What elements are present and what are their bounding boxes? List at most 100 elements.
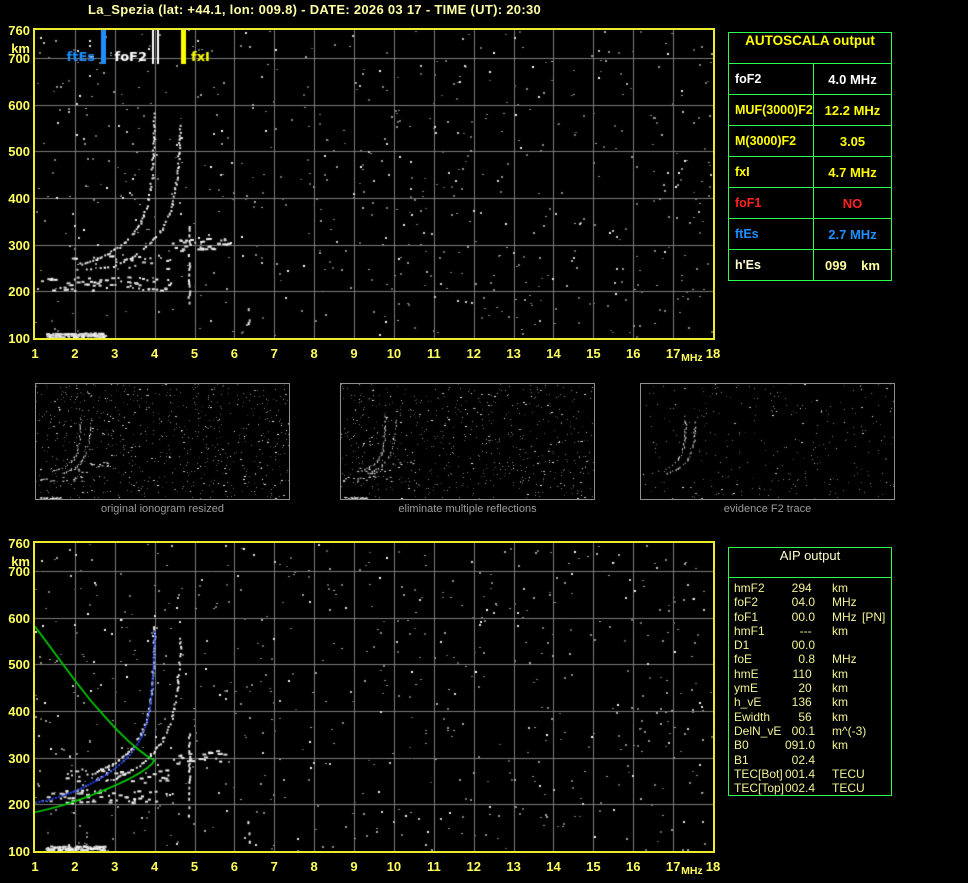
- autoscala-row: M(3000)F2 3.05: [729, 125, 891, 156]
- autoscala-row: MUF(3000)F2 12.2 MHz: [729, 94, 891, 125]
- x-axis-tick-label: 5: [190, 346, 199, 361]
- autoscala-row: h'Es 099 km: [729, 249, 891, 280]
- aip-table-body: hmF2 294 km foF2 04.0 MHz foF1 00.0 MHz [PN] hmF1…: [729, 578, 891, 795]
- autoscala-row-value: 4.0 MHz: [813, 64, 891, 94]
- y-axis-tick-label: 760: [8, 536, 30, 551]
- thumbnail-original-canvas: [36, 384, 289, 499]
- thumbnail-caption-original: original ionogram resized: [101, 503, 224, 515]
- aip-row-unit: TECU: [832, 781, 865, 796]
- x-axis-tick-label: 14: [546, 346, 561, 361]
- x-axis-tick-label: 6: [230, 859, 239, 874]
- x-axis-tick-label: 1: [31, 346, 39, 361]
- aip-row-label: foF2: [734, 595, 759, 610]
- y-axis-tick-label: 700: [8, 564, 30, 579]
- aip-row: TEC[Top] 002.4 TECU: [729, 781, 891, 795]
- aip-row: foF2 04.0 MHz: [729, 595, 891, 609]
- aip-row: B0 091.0 km: [729, 738, 891, 752]
- y-axis-tick-label: 760: [8, 23, 30, 38]
- x-axis-tick-label: 13: [506, 859, 521, 874]
- y-axis-tick-label: 400: [8, 191, 30, 206]
- aip-row-note: [PN]: [862, 609, 886, 624]
- y-axis-tick-label: 100: [8, 331, 30, 346]
- aip-row: DelN_vE 00.1 m^(-3): [729, 724, 891, 738]
- aip-row-value: 00.0: [791, 609, 815, 624]
- aip-row-value: 00.1: [791, 723, 815, 738]
- y-axis-tick-label: 200: [8, 797, 30, 813]
- aip-row-unit: km: [832, 738, 848, 753]
- autoscala-row-value: 2.7 MHz: [813, 219, 891, 249]
- autoscala-row: foF1 NO: [729, 187, 891, 218]
- aip-row-value: 20: [798, 681, 815, 696]
- aip-row-label: hmF2: [734, 581, 765, 595]
- autoscala-row: fxI 4.7 MHz: [729, 156, 891, 187]
- y-axis-tick-label: 300: [8, 237, 30, 253]
- y-axis-unit-label: km: [11, 41, 30, 56]
- autoscala-row-value: 4.7 MHz: [813, 157, 891, 187]
- y-axis-tick-label: 300: [8, 750, 30, 766]
- y-axis-tick-label: 100: [8, 844, 30, 859]
- aip-row-value: 02.4: [791, 752, 815, 767]
- x-axis-tick-label: 11: [426, 346, 441, 361]
- x-axis-tick-label: 15: [586, 859, 601, 874]
- aip-row: hmE 110 km: [729, 667, 891, 681]
- aip-row-unit: km: [832, 681, 848, 696]
- thumbnail-original-ionogram: [35, 383, 290, 500]
- aip-row-label: foF1: [734, 609, 759, 624]
- autoscala-row-label: foF2: [735, 72, 762, 86]
- x-axis-tick-label: 7: [270, 346, 278, 361]
- aip-row-value: 091.0: [784, 738, 815, 753]
- aip-row: B1 02.4: [729, 753, 891, 767]
- x-axis-tick-label: 9: [350, 859, 358, 874]
- x-axis-tick-label: 18: [705, 346, 721, 361]
- y-axis-tick-label: 700: [8, 51, 30, 66]
- autoscala-row-label: MUF(3000)F2: [735, 103, 813, 117]
- x-axis-tick-label: 9: [350, 346, 358, 361]
- thumbnail-eliminate-reflections: [340, 383, 595, 500]
- top-ionogram-frame: [33, 28, 715, 340]
- autoscala-row-label: ftEs: [735, 227, 759, 241]
- aip-row: TEC[Bot] 001.4 TECU: [729, 767, 891, 781]
- aip-row-unit: MHz: [832, 609, 857, 624]
- aip-row-label: hmE: [734, 666, 759, 681]
- x-axis-tick-label: 14: [546, 859, 561, 874]
- x-axis-tick-label: 5: [190, 859, 199, 874]
- x-axis-tick-label: 17: [665, 859, 681, 874]
- autoscala-row-value: 3.05: [813, 126, 891, 156]
- aip-row: hmF1 --- km: [729, 624, 891, 638]
- autoscala-row: foF2 4.0 MHz: [729, 63, 891, 94]
- x-axis-tick-label: 1: [31, 859, 39, 874]
- aip-row-unit: m^(-3): [832, 723, 867, 738]
- aip-row: D1 00.0: [729, 638, 891, 652]
- aip-row: h_vE 136 km: [729, 695, 891, 709]
- thumbnail-evidence-f2: [640, 383, 895, 500]
- x-axis-tick-label: 8: [310, 346, 318, 361]
- x-axis-tick-label: 17: [665, 346, 681, 361]
- x-axis-tick-label: 18: [705, 859, 721, 874]
- y-axis-tick-label: 600: [8, 610, 30, 626]
- aip-row-unit: km: [832, 709, 848, 724]
- aip-row-value: 56: [798, 709, 815, 724]
- y-axis-tick-label: 600: [8, 97, 30, 113]
- x-axis-tick-label: 2: [71, 346, 79, 361]
- aip-row-label: D1: [734, 638, 750, 653]
- aip-row-label: DelN_vE: [734, 723, 782, 738]
- y-axis-tick-label: 400: [8, 704, 30, 719]
- y-axis-tick-label: 200: [8, 284, 30, 300]
- autoscala-row-label: M(3000)F2: [735, 134, 797, 148]
- bottom-ionogram-canvas: [35, 543, 713, 851]
- autoscala-row-value: 099 km: [813, 250, 891, 280]
- aip-row-label: ymE: [734, 681, 758, 696]
- aip-row-value: 001.4: [784, 766, 815, 781]
- aip-row-value: 002.4: [784, 781, 815, 796]
- x-axis-tick-label: 12: [466, 346, 481, 361]
- aip-row-unit: km: [832, 695, 848, 710]
- thumbnail-caption-eliminate: eliminate multiple reflections: [398, 503, 537, 515]
- aip-row-label: hmF1: [734, 623, 765, 638]
- x-axis-tick-label: 3: [111, 859, 119, 874]
- x-axis-tick-label: 10: [386, 346, 402, 361]
- autoscala-table-header: AUTOSCALA output: [745, 33, 875, 48]
- aip-row-value: 0.8: [798, 652, 815, 667]
- aip-row-label: TEC[Top]: [734, 781, 785, 796]
- thumbnail-eliminate-canvas: [341, 384, 594, 499]
